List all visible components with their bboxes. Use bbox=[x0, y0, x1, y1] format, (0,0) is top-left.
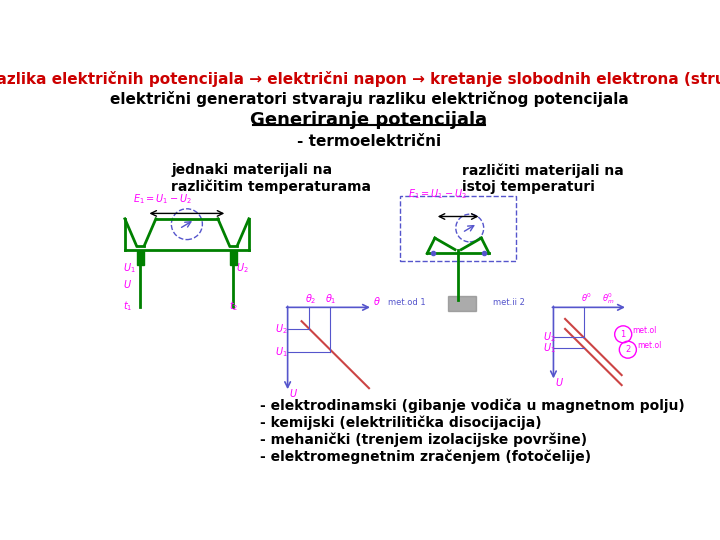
Text: $U_1$: $U_1$ bbox=[543, 341, 555, 355]
Text: $E_1 = U_1 - U_2$: $E_1 = U_1 - U_2$ bbox=[132, 192, 192, 206]
Text: Generiranje potencijala: Generiranje potencijala bbox=[251, 111, 487, 129]
Text: $\theta$: $\theta$ bbox=[373, 295, 381, 307]
Text: $E_1 = U_1 - U_2$: $E_1 = U_1 - U_2$ bbox=[408, 187, 467, 201]
Bar bbox=[400, 195, 516, 261]
Text: razlika električnih potencijala → električni napon → kretanje slobodnih elektron: razlika električnih potencijala → elektr… bbox=[0, 71, 720, 86]
Text: 1: 1 bbox=[621, 330, 626, 339]
Text: $t_1$: $t_1$ bbox=[123, 300, 132, 313]
Text: $U_2$: $U_2$ bbox=[236, 261, 249, 275]
Text: $t_2$: $t_2$ bbox=[229, 300, 238, 313]
Text: $U_1$: $U_1$ bbox=[275, 345, 288, 359]
Text: 2: 2 bbox=[625, 345, 631, 354]
Bar bbox=[230, 251, 238, 265]
Text: - kemijski (elektrilitička disocijacija): - kemijski (elektrilitička disocijacija) bbox=[261, 416, 542, 430]
Text: $U$: $U$ bbox=[289, 387, 298, 399]
Text: $U_2$: $U_2$ bbox=[275, 322, 288, 336]
Text: met.ol: met.ol bbox=[632, 326, 657, 335]
Text: električni generatori stvaraju razliku električnog potencijala: električni generatori stvaraju razliku e… bbox=[109, 91, 629, 107]
Text: - elektromegnetnim zračenjem (fotočelije): - elektromegnetnim zračenjem (fotočelije… bbox=[261, 449, 592, 464]
Text: jednaki materijali na
različitim temperaturama: jednaki materijali na različitim tempera… bbox=[171, 164, 372, 194]
Text: met.ol: met.ol bbox=[637, 341, 662, 350]
Text: - mehanički (trenjem izolacijske površine): - mehanički (trenjem izolacijske površin… bbox=[261, 433, 588, 447]
Text: $\theta_2$: $\theta_2$ bbox=[305, 292, 316, 306]
Text: - termoelektrični: - termoelektrični bbox=[297, 134, 441, 149]
Text: $\theta^0$: $\theta^0$ bbox=[581, 292, 593, 304]
Text: $U$: $U$ bbox=[555, 376, 564, 388]
Text: met.ii 2: met.ii 2 bbox=[493, 298, 525, 307]
Text: $\theta^0_m$: $\theta^0_m$ bbox=[601, 292, 614, 307]
Text: met.od 1: met.od 1 bbox=[388, 298, 426, 307]
Text: - elektrodinamski (gibanje vodiča u magnetnom polju): - elektrodinamski (gibanje vodiča u magn… bbox=[261, 399, 685, 413]
Bar bbox=[448, 296, 476, 311]
Text: $U$: $U$ bbox=[123, 278, 132, 290]
Text: $U_2$: $U_2$ bbox=[543, 330, 555, 343]
Text: različiti materijali na
istoj temperaturi: različiti materijali na istoj temperatur… bbox=[462, 164, 624, 194]
Text: $\theta_1$: $\theta_1$ bbox=[325, 292, 336, 306]
Text: $U_1$: $U_1$ bbox=[123, 261, 136, 275]
Bar bbox=[137, 251, 144, 265]
